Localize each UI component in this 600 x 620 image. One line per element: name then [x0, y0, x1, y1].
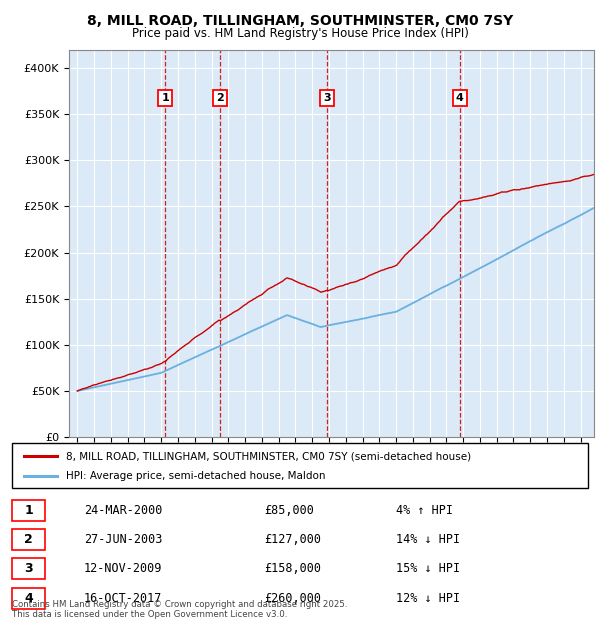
Text: 4: 4	[24, 591, 33, 604]
Bar	[12, 529, 45, 550]
Text: 4% ↑ HPI: 4% ↑ HPI	[396, 504, 453, 516]
Text: £158,000: £158,000	[264, 562, 321, 575]
Text: 12% ↓ HPI: 12% ↓ HPI	[396, 591, 460, 604]
Text: HPI: Average price, semi-detached house, Maldon: HPI: Average price, semi-detached house,…	[66, 471, 325, 480]
Text: £127,000: £127,000	[264, 533, 321, 546]
Text: 27-JUN-2003: 27-JUN-2003	[84, 533, 163, 546]
Text: 16-OCT-2017: 16-OCT-2017	[84, 591, 163, 604]
Bar	[12, 443, 588, 489]
Text: 4: 4	[456, 93, 464, 103]
Text: 8, MILL ROAD, TILLINGHAM, SOUTHMINSTER, CM0 7SY (semi-detached house): 8, MILL ROAD, TILLINGHAM, SOUTHMINSTER, …	[66, 451, 471, 461]
Bar	[12, 500, 45, 521]
Bar	[12, 558, 45, 579]
Text: £260,000: £260,000	[264, 591, 321, 604]
Text: 12-NOV-2009: 12-NOV-2009	[84, 562, 163, 575]
Text: £85,000: £85,000	[264, 504, 314, 516]
Text: 14% ↓ HPI: 14% ↓ HPI	[396, 533, 460, 546]
Text: 1: 1	[161, 93, 169, 103]
Text: 1: 1	[24, 504, 33, 516]
Text: 24-MAR-2000: 24-MAR-2000	[84, 504, 163, 516]
Text: Price paid vs. HM Land Registry's House Price Index (HPI): Price paid vs. HM Land Registry's House …	[131, 27, 469, 40]
Text: 2: 2	[24, 533, 33, 546]
Text: 2: 2	[216, 93, 224, 103]
Text: 3: 3	[323, 93, 331, 103]
Text: 3: 3	[24, 562, 33, 575]
Text: 8, MILL ROAD, TILLINGHAM, SOUTHMINSTER, CM0 7SY: 8, MILL ROAD, TILLINGHAM, SOUTHMINSTER, …	[87, 14, 513, 28]
Bar	[12, 588, 45, 609]
Text: Contains HM Land Registry data © Crown copyright and database right 2025.
This d: Contains HM Land Registry data © Crown c…	[12, 600, 347, 619]
Text: 15% ↓ HPI: 15% ↓ HPI	[396, 562, 460, 575]
